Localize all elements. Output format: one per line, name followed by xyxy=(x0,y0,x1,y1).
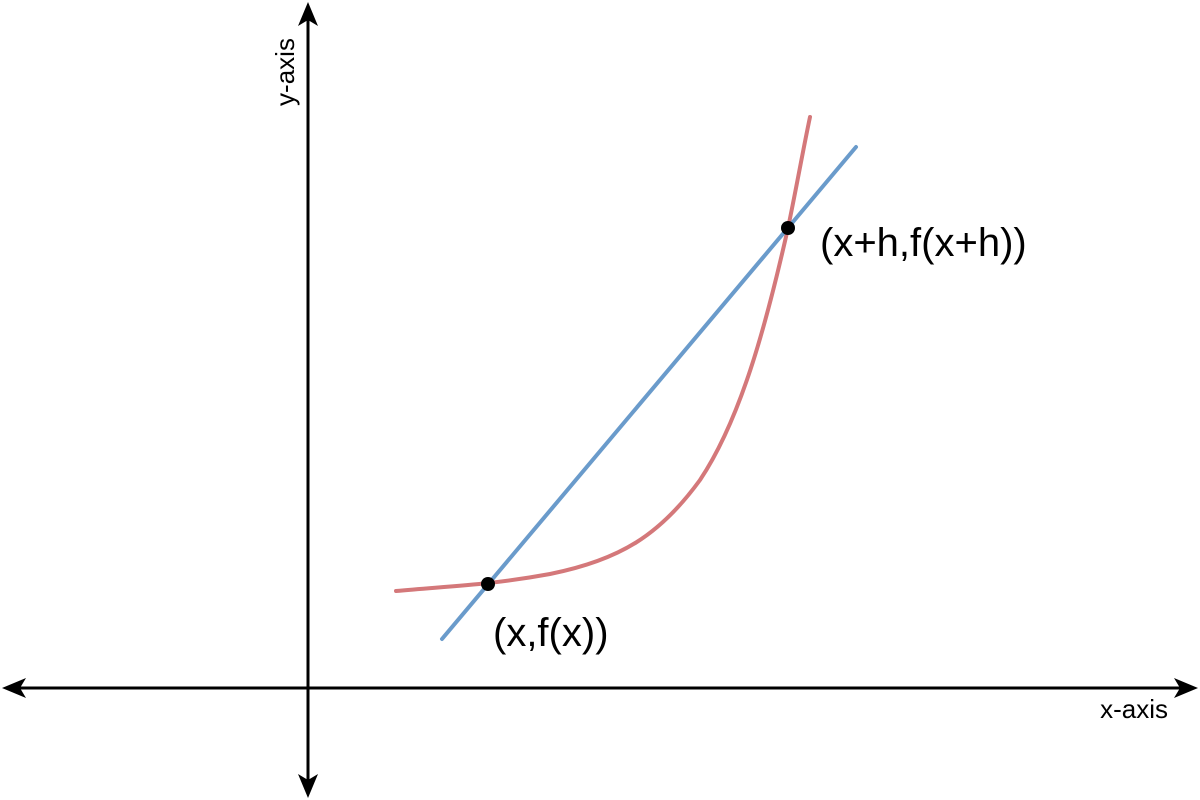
point-xh-fxh-label: (x+h,f(x+h)) xyxy=(820,221,1027,265)
x-axis xyxy=(2,678,1198,698)
function-curve xyxy=(394,115,812,593)
x-axis-right-arrow-icon xyxy=(1174,678,1198,698)
y-axis-label: y-axis xyxy=(270,38,300,106)
y-axis-top-arrow-icon xyxy=(298,2,318,26)
x-axis-left-arrow-icon xyxy=(2,678,26,698)
x-axis-label: x-axis xyxy=(1100,694,1168,724)
y-axis-bottom-arrow-icon xyxy=(298,774,318,798)
point-x-fx xyxy=(481,577,495,591)
y-axis xyxy=(298,2,318,798)
secant-line xyxy=(440,145,858,641)
point-xh-fxh xyxy=(781,221,795,235)
point-x-fx-label: (x,f(x)) xyxy=(493,611,609,655)
